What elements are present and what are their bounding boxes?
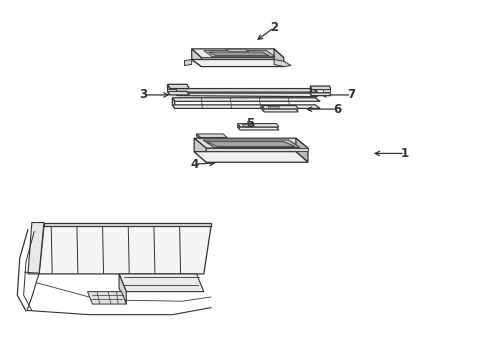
Polygon shape <box>243 124 254 126</box>
Polygon shape <box>238 123 240 130</box>
Text: 6: 6 <box>333 103 341 116</box>
Text: 4: 4 <box>190 158 198 171</box>
Polygon shape <box>194 138 308 148</box>
Polygon shape <box>175 89 318 92</box>
Polygon shape <box>192 49 201 67</box>
Text: 5: 5 <box>245 117 254 130</box>
Polygon shape <box>238 127 279 130</box>
Polygon shape <box>172 98 175 108</box>
Polygon shape <box>310 86 311 96</box>
Polygon shape <box>196 134 200 139</box>
Polygon shape <box>119 274 204 292</box>
Polygon shape <box>88 292 126 304</box>
Polygon shape <box>168 91 189 95</box>
Polygon shape <box>119 274 126 304</box>
Polygon shape <box>262 109 298 112</box>
Polygon shape <box>296 138 308 162</box>
Text: 2: 2 <box>270 21 278 34</box>
Polygon shape <box>209 52 269 55</box>
Polygon shape <box>194 138 206 162</box>
Polygon shape <box>274 59 291 67</box>
Polygon shape <box>196 134 227 138</box>
Polygon shape <box>184 59 192 66</box>
Polygon shape <box>192 59 284 67</box>
Text: 7: 7 <box>347 89 356 102</box>
Polygon shape <box>262 105 298 109</box>
Polygon shape <box>175 89 177 96</box>
Polygon shape <box>274 49 284 67</box>
Polygon shape <box>310 93 331 96</box>
Polygon shape <box>310 86 331 90</box>
Polygon shape <box>238 123 279 127</box>
Polygon shape <box>268 106 279 108</box>
Polygon shape <box>204 51 275 57</box>
Text: 1: 1 <box>401 147 409 160</box>
Polygon shape <box>172 98 320 101</box>
Polygon shape <box>44 222 211 226</box>
Polygon shape <box>206 148 308 151</box>
Polygon shape <box>225 49 249 52</box>
Polygon shape <box>39 226 211 274</box>
Polygon shape <box>172 105 320 108</box>
Text: 3: 3 <box>139 89 147 102</box>
Polygon shape <box>203 140 300 147</box>
Polygon shape <box>322 89 330 92</box>
Polygon shape <box>168 84 189 89</box>
Polygon shape <box>192 49 284 58</box>
Polygon shape <box>194 152 308 162</box>
Polygon shape <box>262 105 265 112</box>
Polygon shape <box>206 142 295 146</box>
Polygon shape <box>175 93 318 97</box>
Polygon shape <box>168 84 170 95</box>
Polygon shape <box>168 89 176 91</box>
Polygon shape <box>28 222 44 274</box>
